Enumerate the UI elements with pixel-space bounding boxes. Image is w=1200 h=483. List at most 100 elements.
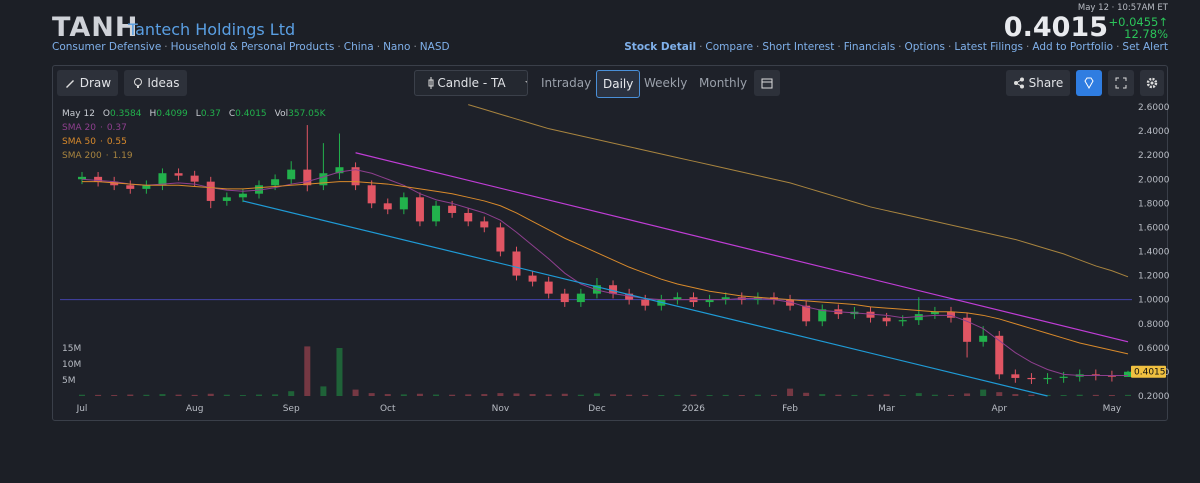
volume-bar	[561, 393, 568, 396]
candle-body	[351, 167, 360, 186]
candle-body	[287, 169, 296, 180]
label: Draw	[79, 76, 112, 90]
legend-separator: ·	[106, 151, 109, 161]
candle-body	[319, 173, 328, 186]
volume-bar	[867, 394, 874, 396]
candle-body	[625, 293, 634, 300]
volume-bar	[288, 391, 295, 396]
fullscreen-button[interactable]	[1108, 70, 1134, 96]
icon	[1084, 77, 1094, 89]
pro-button[interactable]	[1076, 70, 1102, 96]
tag[interactable]: Household & Personal Products	[161, 41, 335, 53]
candle-body	[528, 275, 537, 282]
volume-bar	[770, 394, 777, 396]
volume-bar	[416, 393, 423, 396]
x-tick-label: Nov	[492, 404, 510, 414]
candle-body	[1124, 371, 1132, 377]
volume-bar	[143, 394, 150, 396]
settings-button[interactable]	[1140, 70, 1164, 96]
volume-bar	[111, 395, 118, 396]
volume-bar	[239, 395, 246, 396]
candle-body	[448, 205, 457, 213]
candle-body	[979, 335, 988, 342]
volume-bar	[368, 393, 375, 396]
label: Share	[1028, 76, 1064, 90]
nav-link[interactable]: Stock Detail	[624, 41, 697, 53]
volume-tick-label: 5M	[62, 376, 76, 386]
volume-bar	[304, 346, 311, 396]
share-button[interactable]: Share	[1006, 70, 1070, 96]
y-tick-label: 2.6000	[1138, 103, 1170, 113]
x-tick-label: Jul	[76, 404, 88, 414]
volume-bar	[449, 394, 456, 396]
legend-entry: SMA 20 · 0.37	[62, 123, 127, 133]
icon	[65, 80, 74, 88]
volume-bar	[336, 348, 343, 396]
candle-body	[544, 281, 553, 294]
ohlc-key: Vol	[275, 109, 288, 119]
nav-link[interactable]: Compare	[696, 41, 753, 53]
volume-bar	[980, 389, 987, 396]
volume-bar	[433, 394, 440, 396]
company-name[interactable]: Tantech Holdings Ltd	[128, 20, 296, 39]
y-tick-label: 2.2000	[1138, 151, 1170, 161]
nav: Stock DetailCompareShort InterestFinanci…	[624, 41, 1168, 53]
icon	[1013, 77, 1024, 89]
candle-body	[142, 185, 151, 189]
volume-bar	[947, 394, 954, 396]
tag[interactable]: NASD	[410, 41, 450, 53]
candle-body	[1011, 374, 1020, 378]
icon	[1115, 77, 1127, 89]
volume-bar	[1108, 395, 1115, 396]
timestamp: May 12 · 10:57AM ET	[1077, 3, 1168, 13]
tag[interactable]: Nano	[374, 41, 410, 53]
nav-link[interactable]: Set Alert	[1113, 41, 1168, 53]
volume-bar	[931, 394, 938, 396]
candle-body	[158, 173, 167, 186]
range-button[interactable]: Intraday	[541, 76, 592, 90]
range-button[interactable]: Monthly	[699, 76, 748, 90]
nav-link[interactable]: Financials	[834, 41, 895, 53]
candle-body	[946, 311, 955, 318]
sma-line	[82, 181, 1129, 355]
range-button[interactable]: Daily	[596, 70, 641, 98]
y-tick-label: 0.8000	[1138, 320, 1170, 330]
candle-body	[721, 297, 730, 300]
range-button[interactable]: Weekly	[644, 76, 688, 90]
calendar-button[interactable]	[754, 70, 780, 96]
nav-link[interactable]: Short Interest	[753, 41, 834, 53]
volume-bar	[1028, 394, 1035, 396]
volume-bar	[384, 394, 391, 396]
volume-bar	[272, 394, 279, 396]
candle-body	[335, 167, 344, 174]
legend-date: May 12	[62, 109, 95, 119]
candle-body	[705, 299, 714, 303]
ohlc-key: H	[150, 109, 157, 119]
chart-type-select[interactable]: Candle - TA	[414, 70, 528, 96]
volume-bar	[593, 393, 600, 396]
nav-link[interactable]: Latest Filings	[945, 41, 1023, 53]
legend-entry: SMA 50 · 0.55	[62, 137, 127, 147]
ohlc-key: C	[229, 109, 235, 119]
x-tick-label: Apr	[991, 404, 1007, 414]
icon	[1146, 77, 1158, 89]
draw-button[interactable]: Draw	[57, 70, 118, 96]
candle-body	[609, 285, 618, 294]
candle-body	[786, 299, 795, 306]
tag[interactable]: Consumer Defensive	[52, 41, 162, 53]
tag[interactable]: China	[334, 41, 374, 53]
x-tick-label: Mar	[878, 404, 895, 414]
volume-bar	[400, 394, 407, 396]
volume-bar	[787, 388, 794, 396]
nav-link[interactable]: Options	[895, 41, 946, 53]
volume-tick-label: 10M	[62, 360, 81, 370]
candle-body	[1043, 377, 1052, 380]
icon	[133, 78, 142, 88]
candle-body	[432, 205, 441, 222]
ideas-button[interactable]: Ideas	[124, 70, 187, 96]
candle-body	[576, 293, 585, 303]
nav-link[interactable]: Add to Portfolio	[1023, 41, 1113, 53]
volume-bar	[754, 394, 761, 396]
y-tick-label: 2.0000	[1138, 175, 1170, 185]
